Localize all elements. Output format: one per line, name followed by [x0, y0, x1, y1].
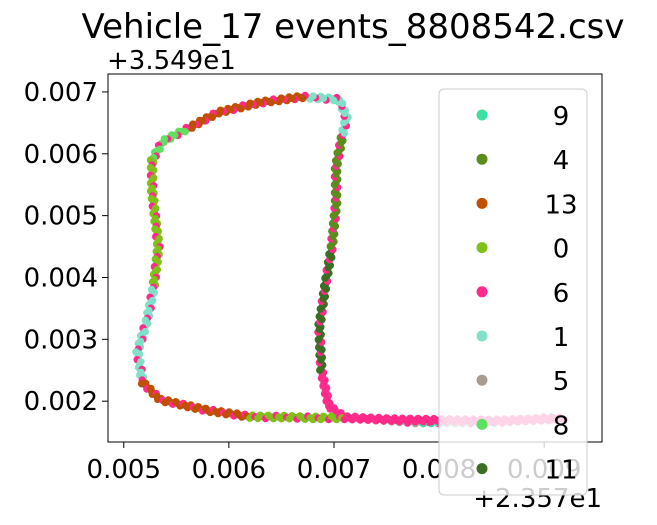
y-tick-label: 0.006: [24, 140, 98, 170]
legend-label-6: 6: [553, 279, 570, 309]
y-axis: 0.002 0.003 0.004 0.005 0.006 0.007: [24, 78, 108, 417]
x-tick-label: 0.007: [297, 455, 371, 485]
legend-marker-5: [476, 374, 488, 386]
plot-frame: [107, 73, 603, 443]
y-tick-label: 0.005: [24, 202, 98, 232]
legend-marker-6: [476, 286, 488, 298]
chart-title: Vehicle_17 events_8808542.csv: [82, 7, 625, 47]
y-tick-label: 0.003: [24, 325, 98, 355]
legend-label-5: 5: [553, 367, 570, 397]
legend-marker-9: [476, 109, 488, 121]
legend-label-13: 13: [544, 190, 577, 220]
legend-marker-4: [476, 153, 488, 165]
legend-label-1: 1: [553, 323, 570, 353]
legend-marker-1: [476, 330, 488, 342]
legend-marker-13: [476, 197, 488, 209]
legend-frame: [438, 88, 588, 496]
legend-label-11: 11: [544, 456, 577, 486]
legend-marker-11: [476, 463, 488, 475]
legend: 9 4 13 0 6 1 5 8 11: [438, 88, 588, 496]
x-tick-label: 0.005: [87, 455, 161, 485]
legend-label-8: 8: [553, 411, 570, 441]
legend-label-9: 9: [553, 102, 570, 132]
legend-marker-0: [476, 242, 488, 254]
legend-label-0: 0: [553, 235, 570, 265]
legend-label-4: 4: [553, 146, 570, 176]
x-tick-label: 0.006: [192, 455, 266, 485]
y-tick-label: 0.007: [24, 78, 98, 108]
y-tick-label: 0.002: [24, 387, 98, 417]
legend-marker-8: [476, 418, 488, 430]
y-tick-label: 0.004: [24, 263, 98, 293]
y-offset-label: +3.549e1: [107, 46, 236, 76]
